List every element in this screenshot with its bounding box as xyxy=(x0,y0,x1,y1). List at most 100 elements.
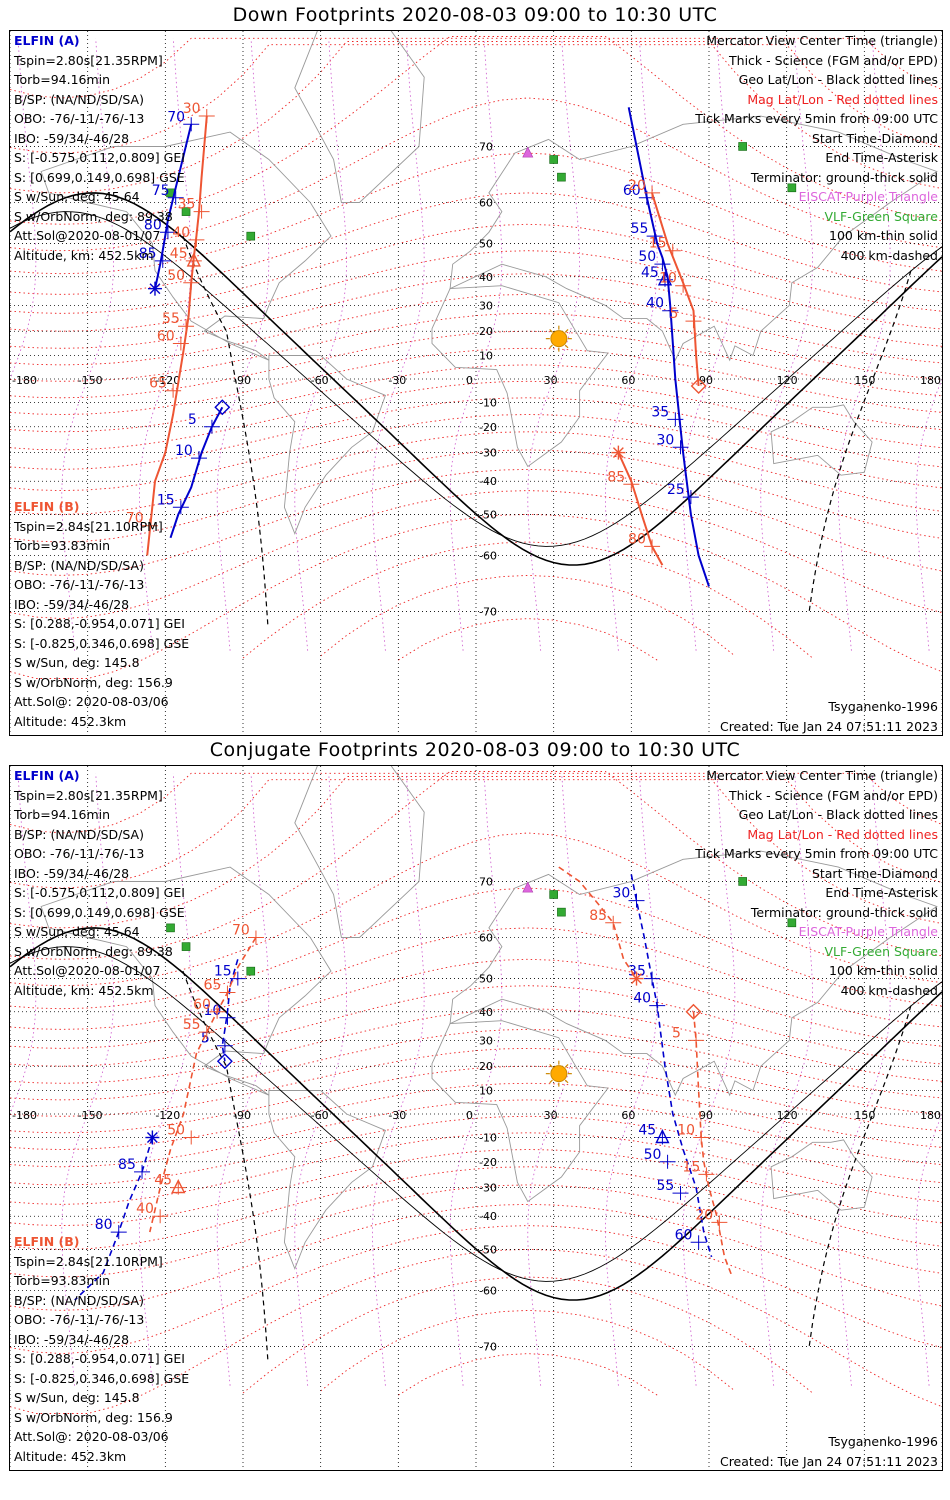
tick-label: 60 xyxy=(193,997,211,1013)
tick-label: 60 xyxy=(623,183,641,199)
sun-ray xyxy=(549,1064,553,1068)
tick-label: 50 xyxy=(644,1147,662,1163)
conjugate-footprints-map: -180 -150 -120 -90 -60 -30 0 30 60 90 120 150 180 70 6… xyxy=(9,765,943,1471)
mag-lon-line xyxy=(915,377,942,651)
info-line: Tspin=2.84s[21.10RPM] xyxy=(14,1253,163,1269)
mag-lat-line xyxy=(10,97,942,252)
mag-lon-line xyxy=(61,38,115,651)
lat-tick-label: 30 xyxy=(479,299,493,312)
vlf-marker xyxy=(246,231,256,241)
lat-tick-label: -20 xyxy=(479,421,497,434)
start-diamond xyxy=(685,1003,702,1020)
info-line: S w/OrbNorm, deg: 89.38 xyxy=(14,208,173,224)
vlf-marker xyxy=(787,918,797,928)
mag-lon-line xyxy=(294,773,348,1386)
legend-entry: Geo Lat/Lon - Black dotted lines xyxy=(738,72,938,87)
sun-ray xyxy=(564,329,569,333)
info-line: OBO: -76/-11/-76/-13 xyxy=(14,1312,145,1327)
lat-tick-label: -50 xyxy=(479,1243,497,1256)
lat-tick-label: 70 xyxy=(479,875,493,888)
info-line: S w/Sun, deg: 45.64 xyxy=(14,189,140,204)
mag-lon-line xyxy=(682,38,736,651)
lat-tick-label: -50 xyxy=(479,508,497,521)
tick-label: 65 xyxy=(149,376,167,392)
eiscat-marker xyxy=(522,146,534,158)
lon-tick-label: -120 xyxy=(155,1109,180,1122)
lon-tick-label: 120 xyxy=(777,1109,798,1122)
footprint-track xyxy=(154,124,193,289)
satellite-name: ELFIN (B) xyxy=(14,499,80,514)
tick-label: 70 xyxy=(167,109,185,125)
lon-tick-label: -180 xyxy=(12,1109,37,1122)
conj-map-canvas: -180 -150 -120 -90 -60 -30 0 30 60 90 120 150 180 70 6… xyxy=(10,766,942,1470)
terminator-ground xyxy=(10,927,942,1301)
info-line: Torb=93.83min xyxy=(14,538,111,553)
mag-lon-line xyxy=(760,38,814,651)
tick-label: 85 xyxy=(607,469,625,485)
tick-label: 35 xyxy=(178,197,196,213)
tick-label: 15 xyxy=(157,492,175,508)
mag-lat-line xyxy=(10,776,942,929)
info-line: OBO: -76/-11/-76/-13 xyxy=(14,111,145,126)
info-line: S: [-0.575,0.112,0.809] GEI xyxy=(14,150,185,165)
info-line: B/SP: (NA/ND/SD/SA) xyxy=(14,557,144,573)
info-line: S: [0.288,-0.954,0.071] GEI xyxy=(14,1351,185,1366)
tick-label: 55 xyxy=(162,311,180,327)
terminator-400km-east xyxy=(808,1005,912,1347)
sun-ray xyxy=(564,344,569,349)
mag-lat-line xyxy=(398,618,658,661)
tick-label: 80 xyxy=(95,1217,113,1233)
mag-lat-line xyxy=(242,1276,813,1394)
sun-ray xyxy=(564,1064,569,1068)
mag-lat-line xyxy=(10,1225,942,1355)
lat-tick-label: 10 xyxy=(479,1084,493,1097)
info-line: Att.Sol@2020-08-01/07 xyxy=(14,963,161,978)
info-line: OBO: -76/-11/-76/-13 xyxy=(14,846,145,861)
tick-label: 10 xyxy=(659,271,677,287)
legend-entry: Tick Marks every 5min from 09:00 UTC xyxy=(695,846,938,861)
mag-lat-line xyxy=(398,1353,658,1396)
elfin-b-info: ELFIN (B) Tspin=2.84s[21.10RPM] Torb=93.83… xyxy=(14,497,189,731)
info-line: IBO: -59/34/-46/28 xyxy=(14,865,130,881)
footprint-track xyxy=(651,192,700,387)
vlf-marker xyxy=(549,155,558,164)
eiscat-marker xyxy=(522,881,534,893)
lon-tick-label: 30 xyxy=(544,374,558,387)
tick-label: 85 xyxy=(589,908,607,924)
continent-outline xyxy=(770,404,873,476)
satellite-name: ELFIN (B) xyxy=(14,1234,80,1249)
legend-entry: 400 km-dashed xyxy=(840,247,938,263)
mag-lat-line xyxy=(10,779,942,889)
lon-tick-label: 30 xyxy=(544,1109,558,1122)
start-diamond xyxy=(690,378,707,395)
legend-entry: 100 km-thin solid xyxy=(829,963,938,978)
mag-lon-line xyxy=(294,38,348,651)
legend-entry: Terminator: ground-thick solid xyxy=(750,169,938,185)
info-line: Altitude: 452.3km xyxy=(14,1448,127,1464)
mag-lat-line xyxy=(10,41,942,194)
tick-label: 35 xyxy=(651,404,669,420)
tick-label: 55 xyxy=(183,1017,201,1033)
legend-entry: Terminator: ground-thick solid xyxy=(750,904,938,920)
info-line: Tspin=2.80s[21.35RPM] xyxy=(14,787,163,803)
vlf-marker xyxy=(549,890,558,899)
mag-lat-line xyxy=(10,37,942,99)
legend-entry: Mag Lat/Lon - Red dotted lines xyxy=(747,826,938,842)
lon-tick-label: 60 xyxy=(621,1109,635,1122)
tick-label: 10 xyxy=(677,1123,695,1139)
tick-label: 30 xyxy=(613,886,631,902)
info-line: S w/Sun, deg: 145.8 xyxy=(14,1390,140,1405)
footprint-track xyxy=(558,866,638,980)
elfin-a-info: ELFIN (A) Tspin=2.80s[21.35RPM] Torb=94.16… xyxy=(14,31,185,265)
info-line: OBO: -76/-11/-76/-13 xyxy=(14,577,145,592)
sun-ray xyxy=(549,1079,553,1084)
info-line: S w/OrbNorm, deg: 89.38 xyxy=(14,943,173,959)
vlf-marker xyxy=(557,172,566,182)
lon-tick-label: -90 xyxy=(233,374,251,387)
tick-label: 5 xyxy=(201,1031,210,1047)
tick-label: 65 xyxy=(203,978,221,994)
mag-lat-line xyxy=(10,44,942,154)
lon-tick-label: 0 xyxy=(466,1109,473,1122)
info-line: Torb=93.83min xyxy=(14,1273,111,1288)
lat-tick-label: -20 xyxy=(479,1156,497,1169)
